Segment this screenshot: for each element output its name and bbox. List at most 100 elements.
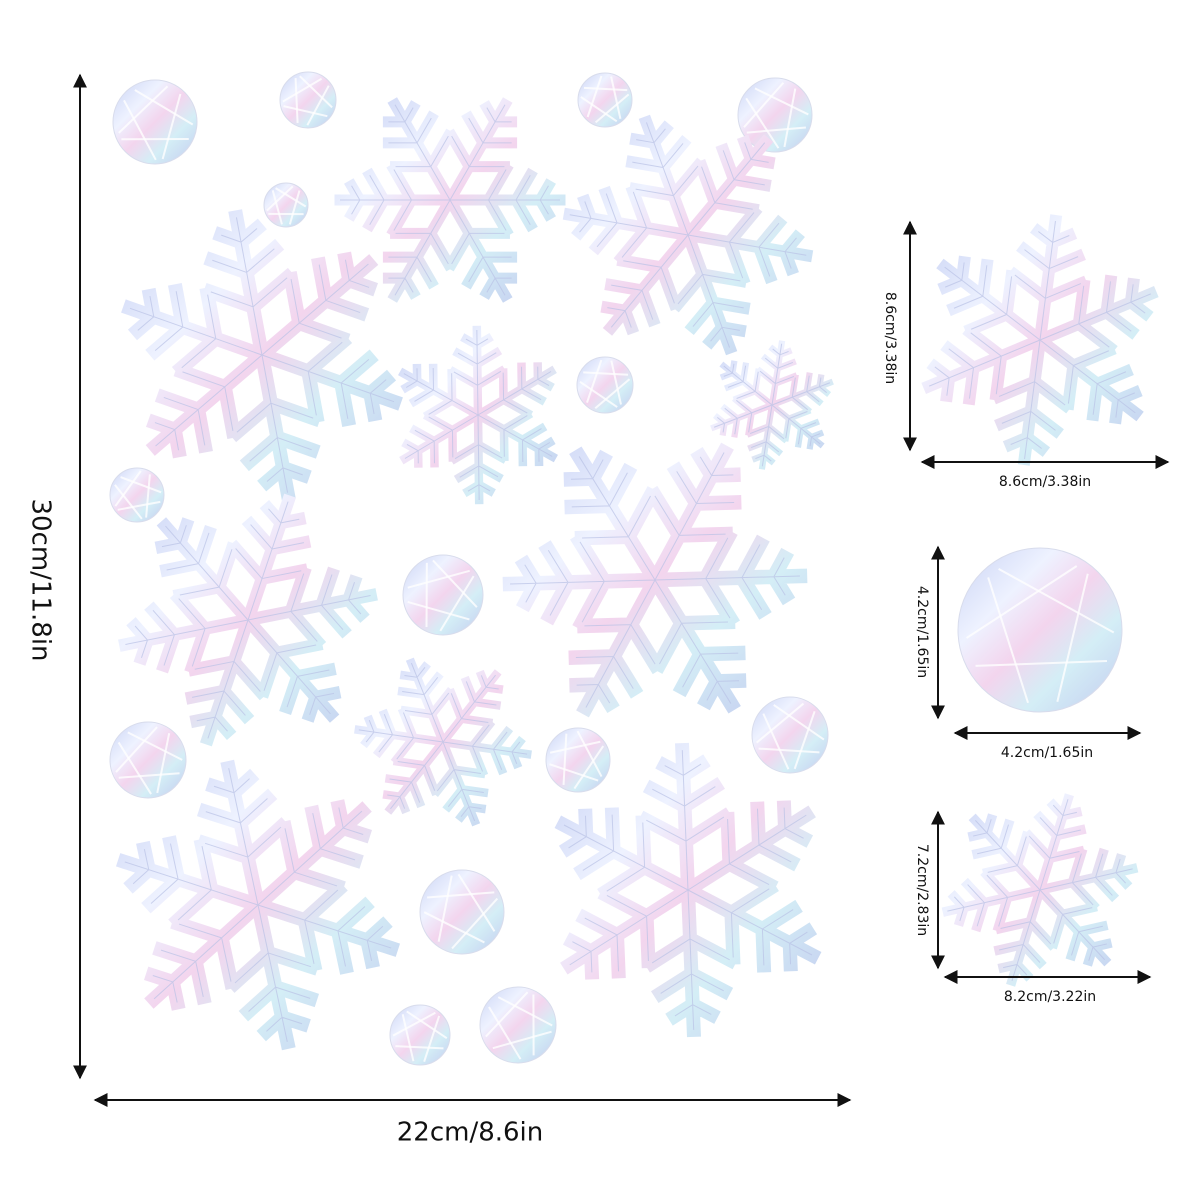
circle-sticker	[545, 727, 611, 793]
texture	[145, 474, 151, 518]
snowflake	[118, 493, 378, 747]
texture	[549, 740, 601, 754]
texture	[114, 470, 142, 507]
snowflake	[398, 325, 558, 505]
texture	[966, 565, 1078, 639]
texture	[118, 772, 180, 779]
texture	[156, 732, 171, 794]
circle-sticker	[279, 71, 337, 129]
texture	[407, 601, 470, 621]
texture	[610, 360, 622, 405]
flake-texture	[563, 750, 813, 1030]
snowflake	[921, 214, 1159, 466]
circle-sticker	[419, 869, 505, 955]
texture	[580, 96, 618, 123]
circle-sticker	[109, 721, 187, 799]
texture	[432, 559, 478, 608]
texture	[283, 105, 328, 118]
circle-shape	[751, 696, 829, 774]
texture	[573, 745, 605, 790]
circle-sticker	[263, 182, 309, 228]
circle-shape	[957, 547, 1123, 713]
snowflake	[562, 114, 814, 356]
texture	[406, 1010, 448, 1039]
flake-texture	[124, 767, 392, 1043]
texture	[115, 726, 158, 773]
texture	[783, 88, 797, 148]
texture	[134, 89, 194, 126]
texture	[987, 577, 1029, 704]
circle-shape	[109, 721, 187, 799]
detail-width: 8.2cm/3.22in	[1004, 989, 1096, 1005]
texture	[266, 185, 294, 212]
texture	[427, 891, 495, 899]
flake-texture	[929, 220, 1151, 460]
texture	[594, 93, 630, 124]
circle-sticker	[112, 79, 198, 165]
detail-height: 8.6cm/3.38in	[882, 292, 898, 384]
circle-shape	[279, 71, 337, 129]
texture	[395, 1045, 444, 1050]
texture	[123, 99, 157, 161]
flake-texture	[713, 343, 831, 467]
texture	[562, 733, 568, 785]
texture	[271, 190, 283, 225]
texture	[793, 710, 816, 770]
texture	[392, 1011, 436, 1037]
flake-texture	[569, 122, 807, 348]
texture	[423, 1015, 441, 1062]
circle-shape	[479, 986, 557, 1064]
texture	[114, 484, 143, 520]
texture	[610, 76, 622, 119]
snowflake	[334, 97, 566, 303]
flake-texture	[129, 217, 395, 493]
texture	[451, 897, 499, 950]
texture	[758, 747, 820, 754]
texture	[579, 381, 618, 408]
texture	[117, 741, 152, 795]
detail-width: 8.6cm/3.38in	[999, 474, 1091, 490]
texture	[120, 476, 162, 494]
texture	[457, 873, 496, 932]
snowflake	[502, 442, 808, 718]
stickers	[109, 71, 1159, 1066]
texture	[488, 1006, 522, 1060]
circle-sticker	[751, 696, 829, 774]
texture	[299, 75, 333, 109]
texture	[746, 126, 806, 134]
texture	[594, 378, 631, 410]
detail-height: 7.2cm/2.83in	[914, 844, 930, 936]
texture	[975, 660, 1108, 667]
texture	[745, 97, 780, 149]
texture	[294, 78, 299, 123]
texture	[743, 82, 785, 128]
texture	[586, 359, 603, 403]
flake-texture	[947, 799, 1133, 981]
snowflake	[121, 209, 403, 501]
texture	[492, 1030, 552, 1050]
texture	[497, 996, 553, 1027]
circle-sticker	[109, 467, 165, 523]
texture	[437, 875, 453, 942]
snowflake	[354, 657, 532, 827]
texture	[127, 731, 183, 761]
texture	[549, 763, 599, 782]
circle-sticker	[576, 356, 634, 414]
texture	[485, 991, 529, 1038]
circle-shape	[402, 554, 484, 636]
texture	[401, 1014, 415, 1062]
texture	[423, 911, 485, 944]
texture	[306, 85, 330, 126]
texture	[998, 568, 1115, 634]
sheet-height: 30cm/11.8in	[26, 498, 56, 661]
texture	[288, 190, 301, 225]
circle-sticker	[402, 554, 484, 636]
snowflake	[941, 793, 1139, 987]
texture	[762, 713, 790, 770]
texture	[117, 500, 161, 511]
circle-shape	[263, 182, 309, 228]
flake-texture	[125, 501, 371, 739]
snowflake	[554, 742, 822, 1038]
circle-sticker	[957, 547, 1123, 713]
